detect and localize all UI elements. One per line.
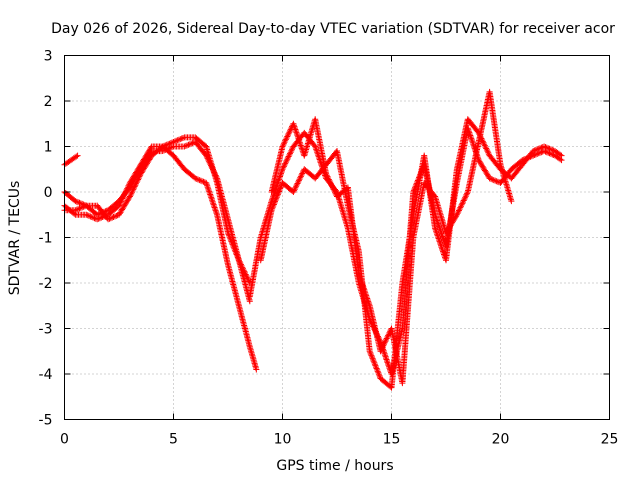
data-point	[508, 198, 515, 205]
x-tick-label: 20	[492, 432, 510, 448]
y-tick-label: 1	[44, 140, 53, 156]
chart-title: Day 026 of 2026, Sidereal Day-to-day VTE…	[51, 21, 615, 37]
series-track-g	[268, 88, 515, 387]
tick-labels: 0 5 10 15 20 25 -5 -4 -3 -2 -1 0 1 2 3	[39, 49, 619, 448]
y-tick-label: 2	[44, 94, 53, 110]
interpolated-points	[269, 90, 514, 385]
x-tick-label: 25	[601, 432, 619, 448]
data-point	[541, 143, 548, 150]
x-tick-label: 5	[169, 432, 178, 448]
y-tick-label: 3	[44, 49, 53, 65]
axis-ticks	[64, 55, 610, 420]
interpolated-points	[62, 134, 253, 303]
y-tick-label: 0	[44, 185, 53, 201]
x-tick-label: 0	[60, 432, 69, 448]
series-track-d	[61, 143, 260, 373]
x-tick-label: 10	[274, 432, 292, 448]
y-axis-label: SDTVAR / TECUs	[7, 181, 23, 296]
interpolated-points	[62, 153, 80, 167]
y-tick-label: -4	[39, 367, 53, 383]
series-track-b	[61, 134, 253, 305]
y-tick-label: -1	[39, 231, 53, 247]
y-tick-label: -3	[39, 322, 53, 338]
series-track-f	[257, 116, 565, 391]
x-tick-label: 15	[383, 432, 401, 448]
interpolated-points	[63, 144, 259, 371]
x-axis-label: GPS time / hours	[276, 458, 393, 474]
grid-lines	[64, 55, 610, 420]
y-tick-label: -5	[39, 413, 53, 429]
data-points	[61, 88, 565, 391]
interpolated-points	[62, 139, 253, 285]
y-tick-label: -2	[39, 276, 53, 292]
